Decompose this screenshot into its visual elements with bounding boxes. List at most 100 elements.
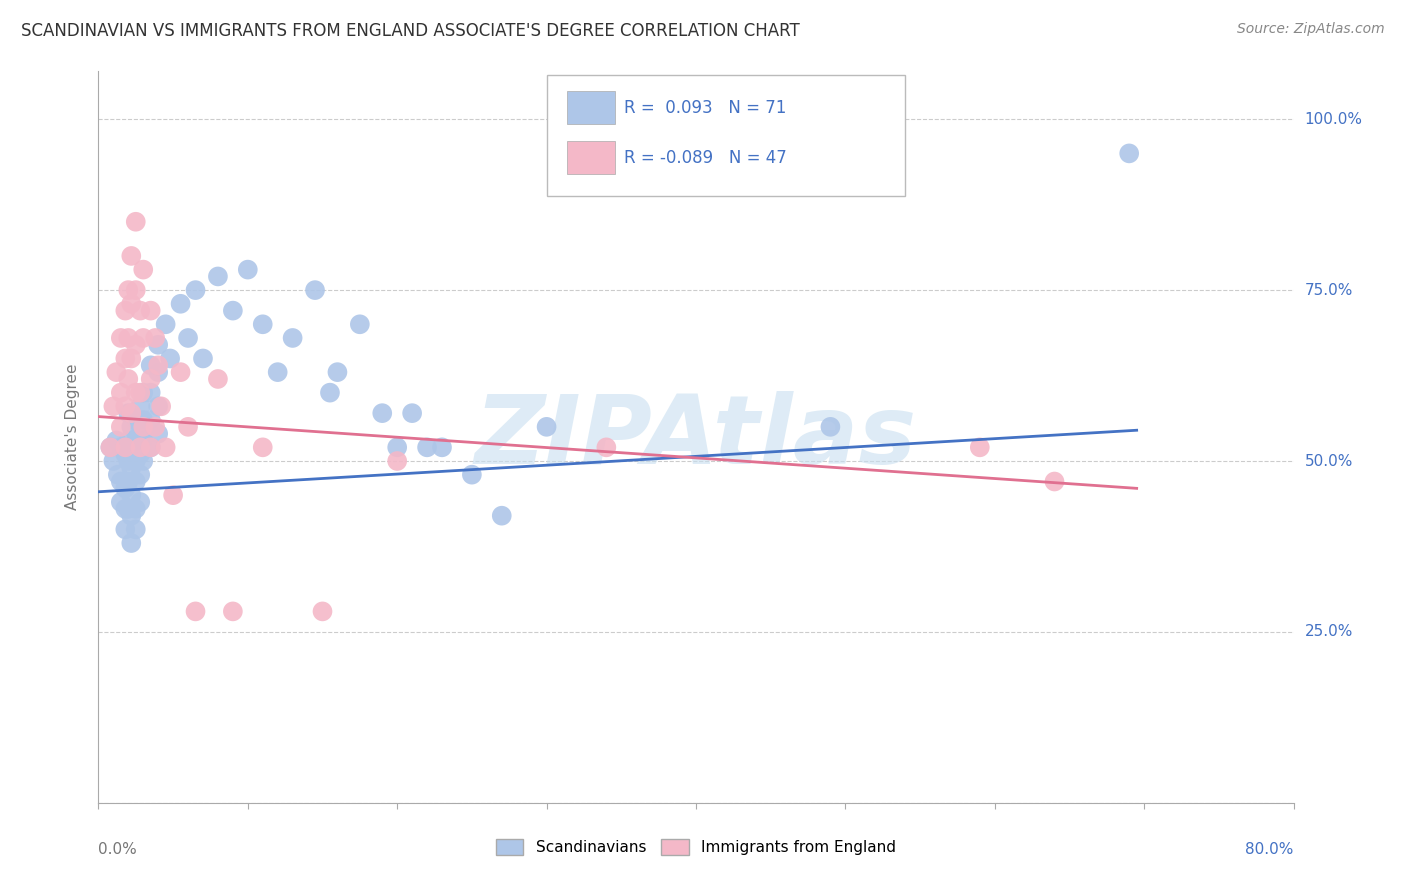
Point bbox=[148, 426, 170, 441]
Point bbox=[114, 447, 136, 461]
Y-axis label: Associate's Degree: Associate's Degree bbox=[65, 364, 80, 510]
Point bbox=[371, 406, 394, 420]
Point bbox=[236, 262, 259, 277]
Point bbox=[184, 283, 207, 297]
Point bbox=[117, 434, 139, 448]
Point bbox=[169, 365, 191, 379]
Point bbox=[110, 440, 132, 454]
Point bbox=[155, 440, 177, 454]
Point bbox=[143, 331, 166, 345]
Text: SCANDINAVIAN VS IMMIGRANTS FROM ENGLAND ASSOCIATE'S DEGREE CORRELATION CHART: SCANDINAVIAN VS IMMIGRANTS FROM ENGLAND … bbox=[21, 22, 800, 40]
Point bbox=[132, 454, 155, 468]
Point bbox=[117, 283, 139, 297]
Point bbox=[117, 475, 139, 489]
FancyBboxPatch shape bbox=[567, 91, 614, 124]
Point bbox=[114, 522, 136, 536]
Point bbox=[595, 440, 617, 454]
Text: 75.0%: 75.0% bbox=[1305, 283, 1353, 298]
Point bbox=[117, 372, 139, 386]
Point bbox=[120, 420, 142, 434]
Point bbox=[132, 420, 155, 434]
Point bbox=[129, 467, 152, 482]
Point bbox=[401, 406, 423, 420]
Point bbox=[143, 420, 166, 434]
Point bbox=[129, 303, 152, 318]
Legend: Scandinavians, Immigrants from England: Scandinavians, Immigrants from England bbox=[489, 833, 903, 861]
Point bbox=[139, 385, 162, 400]
Point bbox=[103, 400, 125, 414]
Point bbox=[252, 318, 274, 332]
Point bbox=[120, 249, 142, 263]
Point bbox=[125, 434, 148, 448]
Point bbox=[120, 508, 142, 523]
Point bbox=[222, 604, 245, 618]
Point bbox=[110, 495, 132, 509]
Point bbox=[98, 440, 122, 454]
Point bbox=[430, 440, 453, 454]
Point bbox=[114, 351, 136, 366]
Point bbox=[125, 475, 148, 489]
Point bbox=[132, 385, 155, 400]
Point bbox=[117, 331, 139, 345]
Point bbox=[139, 359, 162, 373]
Text: 0.0%: 0.0% bbox=[98, 842, 138, 856]
Point bbox=[129, 440, 152, 454]
Point bbox=[103, 454, 125, 468]
Point bbox=[148, 365, 170, 379]
Point bbox=[120, 297, 142, 311]
Text: 50.0%: 50.0% bbox=[1305, 453, 1353, 468]
Point bbox=[461, 467, 484, 482]
Point bbox=[129, 400, 152, 414]
Point bbox=[110, 475, 132, 489]
Point bbox=[162, 488, 184, 502]
Point bbox=[159, 351, 181, 366]
Point bbox=[148, 338, 170, 352]
Point bbox=[969, 440, 991, 454]
Text: R =  0.093   N = 71: R = 0.093 N = 71 bbox=[624, 99, 786, 117]
Point bbox=[148, 400, 170, 414]
Point bbox=[139, 303, 162, 318]
Point bbox=[117, 406, 139, 420]
FancyBboxPatch shape bbox=[567, 141, 614, 174]
Point bbox=[114, 481, 136, 495]
Point bbox=[319, 385, 342, 400]
Point bbox=[120, 440, 142, 454]
Point bbox=[177, 420, 200, 434]
Point bbox=[120, 488, 142, 502]
Point bbox=[150, 400, 173, 414]
Point bbox=[326, 365, 349, 379]
Point bbox=[110, 331, 132, 345]
Point bbox=[148, 359, 170, 373]
Point bbox=[191, 351, 214, 366]
Point bbox=[120, 536, 142, 550]
Text: ZIPAtlas: ZIPAtlas bbox=[475, 391, 917, 483]
Point bbox=[114, 303, 136, 318]
Point bbox=[105, 365, 128, 379]
Point bbox=[120, 351, 142, 366]
Text: 80.0%: 80.0% bbox=[1246, 842, 1294, 856]
Point bbox=[117, 501, 139, 516]
Point bbox=[207, 372, 229, 386]
Point bbox=[114, 400, 136, 414]
Point bbox=[105, 434, 128, 448]
Point bbox=[114, 440, 136, 454]
Point bbox=[125, 215, 148, 229]
Point bbox=[385, 454, 409, 468]
Point bbox=[125, 413, 148, 427]
Point bbox=[207, 269, 229, 284]
Point bbox=[416, 440, 439, 454]
Point bbox=[132, 434, 155, 448]
Point bbox=[267, 365, 290, 379]
Text: Source: ZipAtlas.com: Source: ZipAtlas.com bbox=[1237, 22, 1385, 37]
Point bbox=[139, 372, 162, 386]
Point bbox=[125, 522, 148, 536]
Point bbox=[107, 467, 129, 482]
Text: 100.0%: 100.0% bbox=[1305, 112, 1362, 127]
Point bbox=[114, 501, 136, 516]
Point bbox=[1043, 475, 1066, 489]
Point bbox=[129, 385, 152, 400]
Point bbox=[1118, 146, 1140, 161]
Point bbox=[349, 318, 371, 332]
Point bbox=[311, 604, 333, 618]
Point bbox=[117, 454, 139, 468]
